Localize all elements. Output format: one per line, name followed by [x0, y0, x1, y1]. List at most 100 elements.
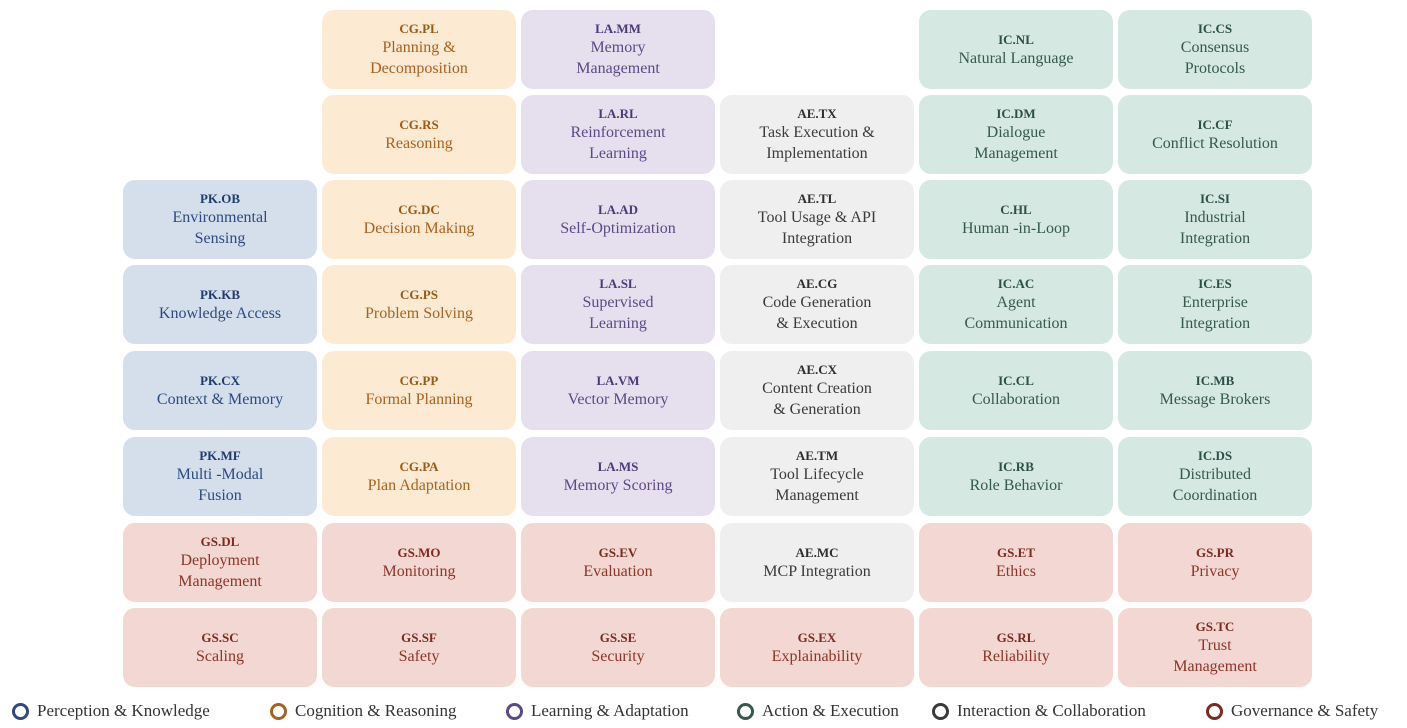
- tile-code: PK.OB: [199, 191, 241, 206]
- tile-title: Collaboration: [972, 390, 1060, 408]
- legend-circle-icon: [1206, 702, 1223, 720]
- tile-code: IC.NL: [998, 31, 1034, 47]
- tile-ic-ac: IC.AC Agent Communication: [919, 265, 1113, 344]
- tile-code: GS.MO: [397, 544, 441, 560]
- tile-title: Conflict Resolution: [1152, 134, 1278, 152]
- tile-code: CG.PA: [399, 458, 439, 474]
- tile-code: IC.RB: [998, 458, 1034, 474]
- tile-code: GS.SC: [201, 629, 239, 645]
- tile-title: Reasoning: [385, 134, 453, 152]
- tile-pk-ob: PK.OB Environmental Sensing: [123, 180, 317, 259]
- tile-pk-kb: PK.KB Knowledge Access: [123, 265, 317, 344]
- tile-title: Trust Management: [1173, 637, 1257, 675]
- tile-title: Formal Planning: [365, 390, 473, 408]
- legend-label: Governance & Safety: [1231, 701, 1379, 720]
- tile-cg-pp: CG.PP Formal Planning: [322, 351, 516, 430]
- tile-ic-rb: IC.RB Role Behavior: [919, 437, 1113, 516]
- tile-code: AE.TM: [795, 448, 839, 463]
- tile-code: IC.ES: [1198, 276, 1232, 291]
- tile-code: GS.ET: [997, 544, 1035, 560]
- tile-code: LA.MM: [595, 21, 641, 36]
- tile-gs-pr: GS.PR Privacy: [1118, 523, 1312, 602]
- legend-label: Perception & Knowledge: [37, 701, 210, 720]
- legend-label: Action & Execution: [762, 701, 899, 720]
- tile-title: Evaluation: [583, 562, 653, 580]
- tile-title: Distributed Coordination: [1172, 466, 1258, 504]
- tile-gs-tc: GS.TC Trust Management: [1118, 608, 1312, 687]
- legend-circle-icon: [932, 702, 949, 720]
- tile-title: Problem Solving: [364, 304, 473, 322]
- tile-ic-cf: IC.CF Conflict Resolution: [1118, 95, 1312, 174]
- tile-cg-rs: CG.RS Reasoning: [322, 95, 516, 174]
- legend-circle-icon: [12, 702, 29, 720]
- tile-code: PK.CX: [199, 372, 241, 388]
- tile-title: Agent Communication: [964, 294, 1068, 332]
- tile-ic-cl: IC.CL Collaboration: [919, 351, 1113, 430]
- tile-ic-mb: IC.MB Message Brokers: [1118, 351, 1312, 430]
- tile-code: AE.MC: [795, 544, 839, 560]
- tile-title: Tool Usage & API Integration: [757, 209, 877, 247]
- tile-code: IC.CS: [1197, 21, 1233, 36]
- tile-title: Plan Adaptation: [367, 476, 471, 494]
- legend-item: Governance & Safety: [1206, 697, 1378, 725]
- tile-title: Reliability: [982, 647, 1050, 665]
- tile-title: Natural Language: [958, 49, 1074, 67]
- tile-code: IC.SI: [1200, 191, 1230, 206]
- tile-title: Tool Lifecycle Management: [770, 466, 864, 504]
- tile-code: PK.MF: [199, 448, 241, 463]
- tile-title: Supervised Learning: [582, 294, 654, 332]
- tile-code: LA.AD: [597, 201, 639, 217]
- legend-item: Learning & Adaptation: [506, 697, 689, 725]
- tile-code: GS.PR: [1196, 544, 1234, 560]
- tile-code: GS.TC: [1195, 619, 1235, 634]
- tile-title: Consensus Protocols: [1180, 39, 1250, 77]
- tile-ic-cs: IC.CS Consensus Protocols: [1118, 10, 1312, 89]
- tile-code: LA.MS: [597, 458, 639, 474]
- tile-code: C.HL: [1000, 201, 1032, 217]
- tile-code: AE.CG: [796, 276, 838, 291]
- tile-code: IC.DS: [1197, 448, 1233, 463]
- legend-circle-icon: [270, 702, 287, 720]
- tile-code: GS.RL: [996, 629, 1036, 645]
- tile-code: CG.PS: [400, 286, 438, 302]
- tile-title: Monitoring: [382, 562, 456, 580]
- tile-title: Enterprise Integration: [1179, 294, 1251, 332]
- tile-code: LA.SL: [599, 276, 637, 291]
- tile-title: MCP Integration: [763, 562, 871, 580]
- tile-pk-cx: PK.CX Context & Memory: [123, 351, 317, 430]
- tile-code: AE.CX: [796, 362, 838, 377]
- tile-ic-es: IC.ES Enterprise Integration: [1118, 265, 1312, 344]
- tile-cg-pa: CG.PA Plan Adaptation: [322, 437, 516, 516]
- tile-gs-et: GS.ET Ethics: [919, 523, 1113, 602]
- tile-code: LA.RL: [598, 106, 638, 121]
- tile-title: Explainability: [771, 647, 863, 665]
- tile-la-mm: LA.MM Memory Management: [521, 10, 715, 89]
- tile-cg-dc: CG.DC Decision Making: [322, 180, 516, 259]
- tile-title: Safety: [398, 647, 440, 665]
- legend-item: Perception & Knowledge: [12, 697, 210, 725]
- tile-code: LA.VM: [596, 372, 640, 388]
- tile-la-ms: LA.MS Memory Scoring: [521, 437, 715, 516]
- tile-ae-cg: AE.CG Code Generation & Execution: [720, 265, 914, 344]
- tile-title: Human -in-Loop: [962, 219, 1070, 237]
- tile-title: Industrial Integration: [1179, 209, 1251, 247]
- legend-item: Cognition & Reasoning: [270, 697, 457, 725]
- tile-code: CG.PL: [399, 21, 439, 36]
- tile-la-rl: LA.RL Reinforcement Learning: [521, 95, 715, 174]
- capability-grid: CG.PL Planning & Decomposition LA.MM Memory…: [123, 10, 1312, 687]
- tile-title: Environmental Sensing: [172, 209, 268, 247]
- tile-code: GS.SF: [401, 629, 437, 645]
- tile-ic-si: IC.SI Industrial Integration: [1118, 180, 1312, 259]
- tile-c-hl: C.HL Human -in-Loop: [919, 180, 1113, 259]
- tile-la-sl: LA.SL Supervised Learning: [521, 265, 715, 344]
- tile-code: IC.CL: [998, 372, 1034, 388]
- tile-code: GS.SE: [599, 629, 637, 645]
- legend-item: Action & Execution: [737, 697, 899, 725]
- tile-title: Memory Scoring: [563, 476, 673, 494]
- tile-title: Message Brokers: [1159, 390, 1271, 408]
- tile-ae-tl: AE.TL Tool Usage & API Integration: [720, 180, 914, 259]
- tile-ae-cx: AE.CX Content Creation & Generation: [720, 351, 914, 430]
- tile-code: IC.DM: [996, 106, 1036, 121]
- tile-title: Scaling: [196, 647, 244, 665]
- tile-title: Deployment Management: [178, 552, 262, 590]
